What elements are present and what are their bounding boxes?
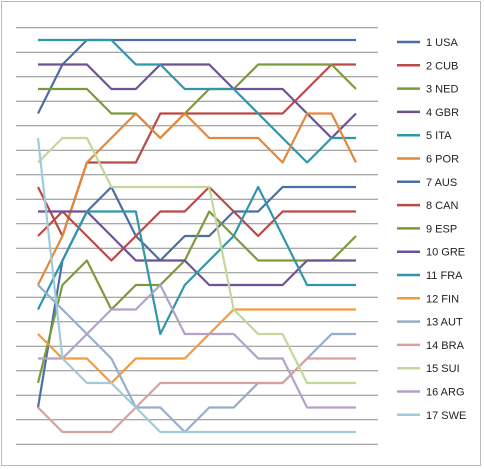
- legend-label: 11 FRA: [426, 270, 463, 282]
- series-line-15-sui: [37, 136, 356, 385]
- legend-label: 12 FIN: [426, 293, 459, 305]
- series-line-14-bra: [37, 357, 356, 434]
- series-line-17-swe: [36, 137, 356, 434]
- legend-label: 8 CAN: [426, 200, 458, 212]
- legend-label: 7 AUS: [426, 177, 457, 189]
- legend: 1 USA 2 CUB 3 NED 4 GBR 5 ITA 6 POR 7 AUS 8 CAN…: [397, 37, 466, 422]
- legend-label: 5 ITA: [426, 130, 452, 142]
- legend-label: 17 SWE: [426, 410, 466, 422]
- legend-label: 15 SUI: [426, 363, 460, 375]
- series-lines: [36, 38, 357, 434]
- legend-label: 14 BRA: [426, 340, 465, 352]
- series-line-12-fin: [37, 308, 356, 385]
- legend-label: 9 ESP: [426, 223, 457, 235]
- legend-label: 10 GRE: [426, 247, 465, 259]
- series-line-4-gbr: [38, 63, 357, 140]
- legend-label: 1 USA: [426, 37, 458, 49]
- legend-label: 2 CUB: [426, 60, 458, 72]
- series-line-16-arg: [38, 283, 356, 409]
- series-line-2-cub: [37, 63, 356, 238]
- series-line-3-ned: [38, 63, 357, 140]
- legend-label: 4 GBR: [426, 107, 459, 119]
- series-line-5-ita: [38, 38, 356, 164]
- gridlines: [16, 27, 378, 445]
- legend-label: 13 AUT: [426, 317, 463, 329]
- series-line-11-fra: [37, 185, 356, 336]
- legend-label: 3 NED: [426, 84, 458, 96]
- legend-label: 6 POR: [426, 154, 459, 166]
- series-line-9-esp: [36, 210, 357, 384]
- series-line-8-can: [37, 185, 356, 262]
- legend-label: 16 ARG: [426, 387, 465, 399]
- series-line-6-por: [37, 112, 357, 286]
